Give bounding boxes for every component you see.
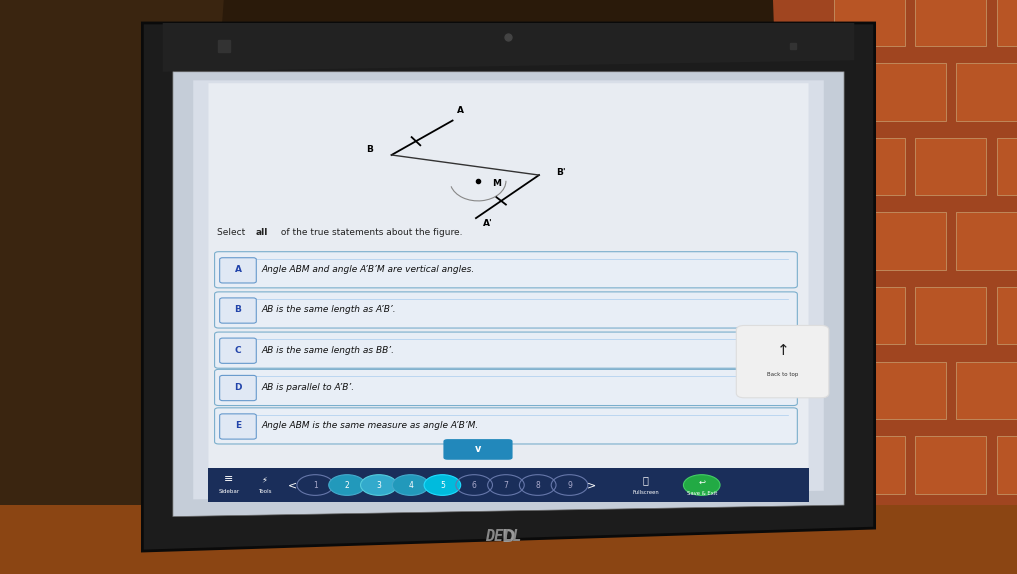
Polygon shape bbox=[773, 0, 1017, 574]
FancyBboxPatch shape bbox=[997, 0, 1017, 46]
Text: Angle ABM is the same measure as angle A’B’M.: Angle ABM is the same measure as angle A… bbox=[261, 421, 479, 430]
Text: Angle ABM and angle A’B’M are vertical angles.: Angle ABM and angle A’B’M are vertical a… bbox=[261, 265, 475, 274]
Text: ⛶: ⛶ bbox=[643, 475, 649, 486]
FancyBboxPatch shape bbox=[915, 138, 986, 195]
Text: 7: 7 bbox=[503, 480, 508, 490]
Circle shape bbox=[328, 475, 365, 495]
Text: v: v bbox=[475, 444, 481, 455]
Circle shape bbox=[424, 475, 461, 495]
Text: C: C bbox=[235, 346, 241, 355]
Text: 6: 6 bbox=[472, 480, 477, 490]
FancyBboxPatch shape bbox=[215, 408, 797, 444]
Text: 4: 4 bbox=[408, 480, 413, 490]
Text: 8: 8 bbox=[535, 480, 540, 490]
FancyBboxPatch shape bbox=[793, 212, 864, 270]
Polygon shape bbox=[208, 83, 809, 485]
Text: Fullscreen: Fullscreen bbox=[633, 490, 659, 495]
Circle shape bbox=[361, 475, 398, 495]
FancyBboxPatch shape bbox=[834, 436, 905, 494]
Text: 9: 9 bbox=[567, 480, 572, 490]
FancyBboxPatch shape bbox=[443, 439, 513, 460]
Circle shape bbox=[683, 475, 720, 495]
FancyBboxPatch shape bbox=[915, 287, 986, 344]
Text: Select: Select bbox=[217, 228, 248, 237]
FancyBboxPatch shape bbox=[997, 138, 1017, 195]
Text: DELL: DELL bbox=[485, 529, 522, 544]
Text: 5: 5 bbox=[440, 480, 444, 490]
FancyBboxPatch shape bbox=[793, 362, 864, 419]
Text: >: > bbox=[587, 480, 597, 490]
Text: B: B bbox=[235, 305, 241, 315]
FancyBboxPatch shape bbox=[997, 287, 1017, 344]
FancyBboxPatch shape bbox=[220, 258, 256, 283]
FancyBboxPatch shape bbox=[220, 414, 256, 439]
Text: ↑: ↑ bbox=[777, 343, 789, 358]
Circle shape bbox=[393, 475, 429, 495]
Text: ≡: ≡ bbox=[224, 474, 234, 484]
FancyBboxPatch shape bbox=[956, 212, 1017, 270]
Text: <: < bbox=[288, 480, 298, 490]
Text: B': B' bbox=[556, 168, 566, 177]
Text: Tools: Tools bbox=[257, 490, 272, 494]
FancyBboxPatch shape bbox=[220, 298, 256, 323]
Text: A: A bbox=[235, 265, 241, 274]
FancyBboxPatch shape bbox=[956, 362, 1017, 419]
Text: Back to top: Back to top bbox=[768, 372, 798, 377]
Text: Sidebar: Sidebar bbox=[219, 490, 239, 494]
Polygon shape bbox=[0, 505, 1017, 574]
FancyBboxPatch shape bbox=[915, 0, 986, 46]
Text: D: D bbox=[234, 383, 242, 392]
FancyBboxPatch shape bbox=[875, 511, 946, 568]
FancyBboxPatch shape bbox=[215, 251, 797, 288]
Polygon shape bbox=[193, 80, 824, 499]
Text: of the true statements about the figure.: of the true statements about the figure. bbox=[278, 228, 462, 237]
Text: D: D bbox=[501, 528, 516, 546]
Text: A': A' bbox=[483, 219, 493, 228]
FancyBboxPatch shape bbox=[915, 436, 986, 494]
FancyBboxPatch shape bbox=[834, 0, 905, 46]
FancyBboxPatch shape bbox=[875, 212, 946, 270]
FancyBboxPatch shape bbox=[208, 468, 809, 502]
FancyBboxPatch shape bbox=[215, 332, 797, 369]
FancyBboxPatch shape bbox=[215, 370, 797, 405]
FancyBboxPatch shape bbox=[215, 292, 797, 328]
Polygon shape bbox=[142, 23, 875, 551]
Polygon shape bbox=[163, 23, 854, 72]
FancyBboxPatch shape bbox=[220, 375, 256, 401]
FancyBboxPatch shape bbox=[834, 287, 905, 344]
Text: ⚡: ⚡ bbox=[261, 475, 267, 484]
FancyBboxPatch shape bbox=[875, 63, 946, 121]
Text: Save & Exit: Save & Exit bbox=[686, 491, 717, 496]
Text: M: M bbox=[492, 179, 500, 188]
Text: 1: 1 bbox=[313, 480, 317, 490]
Text: AB is the same length as BB’.: AB is the same length as BB’. bbox=[261, 346, 395, 355]
FancyBboxPatch shape bbox=[736, 325, 829, 398]
Text: all: all bbox=[255, 228, 267, 237]
Polygon shape bbox=[0, 0, 224, 574]
FancyBboxPatch shape bbox=[793, 63, 864, 121]
Text: A: A bbox=[458, 106, 464, 115]
Text: AB is parallel to A’B’.: AB is parallel to A’B’. bbox=[261, 383, 355, 392]
Text: AB is the same length as A’B’.: AB is the same length as A’B’. bbox=[261, 305, 396, 315]
FancyBboxPatch shape bbox=[997, 436, 1017, 494]
Text: ↩: ↩ bbox=[699, 478, 705, 487]
Text: 3: 3 bbox=[376, 480, 381, 490]
FancyBboxPatch shape bbox=[875, 362, 946, 419]
FancyBboxPatch shape bbox=[220, 338, 256, 363]
Text: B: B bbox=[366, 145, 372, 154]
FancyBboxPatch shape bbox=[793, 511, 864, 568]
FancyBboxPatch shape bbox=[956, 63, 1017, 121]
FancyBboxPatch shape bbox=[834, 138, 905, 195]
Text: E: E bbox=[235, 421, 241, 430]
Polygon shape bbox=[173, 72, 844, 517]
FancyBboxPatch shape bbox=[956, 511, 1017, 568]
Text: 2: 2 bbox=[345, 480, 350, 490]
